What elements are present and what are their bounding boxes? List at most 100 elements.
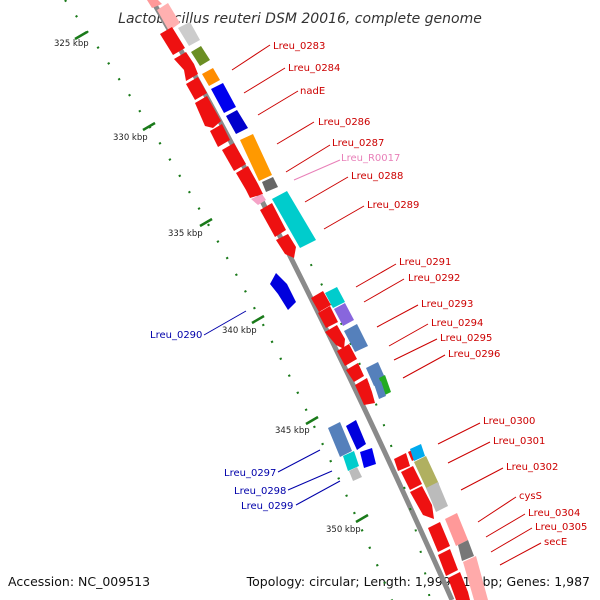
leader-line <box>355 263 397 288</box>
gene-feature[interactable] <box>191 46 210 66</box>
gene-feature[interactable] <box>270 273 296 310</box>
gene-label[interactable]: Lreu_0283 <box>273 41 325 52</box>
gene-feature[interactable] <box>343 451 359 471</box>
gene-label[interactable]: Lreu_0293 <box>421 299 473 310</box>
gene-label[interactable]: Lreu_0304 <box>528 508 580 519</box>
gene-feature[interactable] <box>226 110 248 134</box>
leader-line <box>277 449 321 473</box>
tick-mark <box>251 314 265 325</box>
gene-label[interactable]: Lreu_0305 <box>535 522 587 533</box>
gene-feature[interactable] <box>325 325 345 349</box>
gene-feature[interactable] <box>325 287 345 308</box>
gene-feature[interactable] <box>236 166 263 198</box>
gene-feature[interactable] <box>355 378 375 405</box>
gene-feature[interactable] <box>318 306 338 328</box>
gene-label[interactable]: Lreu_0288 <box>351 171 403 182</box>
tick-label-345: 345 kbp <box>275 426 310 436</box>
gene-feature[interactable] <box>448 572 470 600</box>
gene-feature[interactable] <box>346 420 366 450</box>
tick-label-335: 335 kbp <box>168 229 203 239</box>
gene-feature[interactable] <box>160 27 185 55</box>
gene-feature[interactable] <box>174 52 198 81</box>
gene-label[interactable]: Lreu_0284 <box>288 63 340 74</box>
gene-feature[interactable] <box>401 466 422 490</box>
tick-mark <box>142 121 156 132</box>
gene-feature[interactable] <box>445 513 468 546</box>
gene-label[interactable]: Lreu_0296 <box>448 349 500 360</box>
gene-feature[interactable] <box>426 482 448 512</box>
gene-feature[interactable] <box>202 68 220 86</box>
leader-line <box>447 441 491 464</box>
gene-label[interactable]: secE <box>544 537 567 548</box>
gene-feature[interactable] <box>379 375 391 395</box>
gene-feature[interactable] <box>262 177 278 192</box>
leader-line <box>402 354 446 379</box>
gene-feature[interactable] <box>240 134 272 181</box>
map-title: Lactobacillus reuteri DSM 20016, complet… <box>118 11 482 27</box>
gene-feature[interactable] <box>251 194 266 205</box>
gene-label[interactable]: Lreu_0291 <box>399 257 451 268</box>
gene-feature[interactable] <box>463 556 488 600</box>
gene-feature[interactable] <box>260 203 286 237</box>
gene-label[interactable]: Lreu_0299 <box>241 501 293 512</box>
gene-label[interactable]: Lreu_0295 <box>440 333 492 344</box>
gene-feature[interactable] <box>210 124 230 147</box>
leader-line <box>388 323 429 347</box>
tick-label-325: 325 kbp <box>54 39 89 49</box>
gene-label[interactable]: Lreu_0290 <box>150 330 202 341</box>
gene-label[interactable]: Lreu_0294 <box>431 318 483 329</box>
gene-label[interactable]: cysS <box>519 491 542 502</box>
gene-feature[interactable] <box>428 522 450 552</box>
gene-feature[interactable] <box>438 549 458 576</box>
forward-strand-features <box>147 0 488 600</box>
gene-feature[interactable] <box>272 191 316 248</box>
gene-feature[interactable] <box>157 3 180 31</box>
gene-feature[interactable] <box>334 303 354 326</box>
gene-feature[interactable] <box>374 381 386 399</box>
gene-feature[interactable] <box>195 96 221 128</box>
gene-label[interactable]: Lreu_0289 <box>367 200 419 211</box>
gene-feature[interactable] <box>346 363 364 382</box>
tick-mark <box>74 30 88 41</box>
gene-label[interactable]: Lreu_R0017 <box>341 153 400 164</box>
gene-feature[interactable] <box>337 344 357 366</box>
leader-line <box>376 304 419 328</box>
gene-feature[interactable] <box>328 422 352 457</box>
gene-feature[interactable] <box>186 77 207 100</box>
gene-label[interactable]: Lreu_0298 <box>234 486 286 497</box>
gene-feature[interactable] <box>276 234 296 258</box>
leader-line <box>499 542 542 566</box>
leader-line <box>490 527 533 553</box>
gene-feature[interactable] <box>311 291 331 312</box>
gene-feature[interactable] <box>410 444 425 461</box>
gene-label[interactable]: Lreu_0287 <box>332 138 384 149</box>
gene-feature[interactable] <box>414 456 439 490</box>
gene-label[interactable]: Lreu_0300 <box>483 416 535 427</box>
gene-label[interactable]: nadE <box>300 86 325 97</box>
reverse-strand-features <box>270 273 376 481</box>
gene-feature[interactable] <box>458 540 474 561</box>
leader-line <box>243 67 286 94</box>
gene-label[interactable]: Lreu_0286 <box>318 117 370 128</box>
gene-feature[interactable] <box>211 83 236 113</box>
scale-ruler-inner <box>299 244 431 600</box>
gene-label[interactable]: Lreu_0292 <box>408 273 460 284</box>
gene-label[interactable]: Lreu_0297 <box>224 468 276 479</box>
gene-feature[interactable] <box>178 22 200 46</box>
tick-label-340: 340 kbp <box>222 326 257 336</box>
leader-line <box>293 159 341 181</box>
leader-line <box>393 338 438 361</box>
gene-feature[interactable] <box>222 143 246 171</box>
gene-feature[interactable] <box>410 486 434 519</box>
gene-feature[interactable] <box>344 324 368 352</box>
gene-labels: Lreu_0283 Lreu_0284 nadE Lreu_0286 Lreu_… <box>150 41 587 548</box>
gene-label[interactable]: Lreu_0302 <box>506 462 558 473</box>
tick-label-350: 350 kbp <box>326 525 361 535</box>
gene-feature[interactable] <box>147 0 162 8</box>
gene-feature[interactable] <box>349 467 362 481</box>
gene-feature[interactable] <box>394 453 410 471</box>
gene-feature[interactable] <box>360 448 376 468</box>
gene-label[interactable]: Lreu_0301 <box>493 436 545 447</box>
leader-line <box>276 121 315 145</box>
